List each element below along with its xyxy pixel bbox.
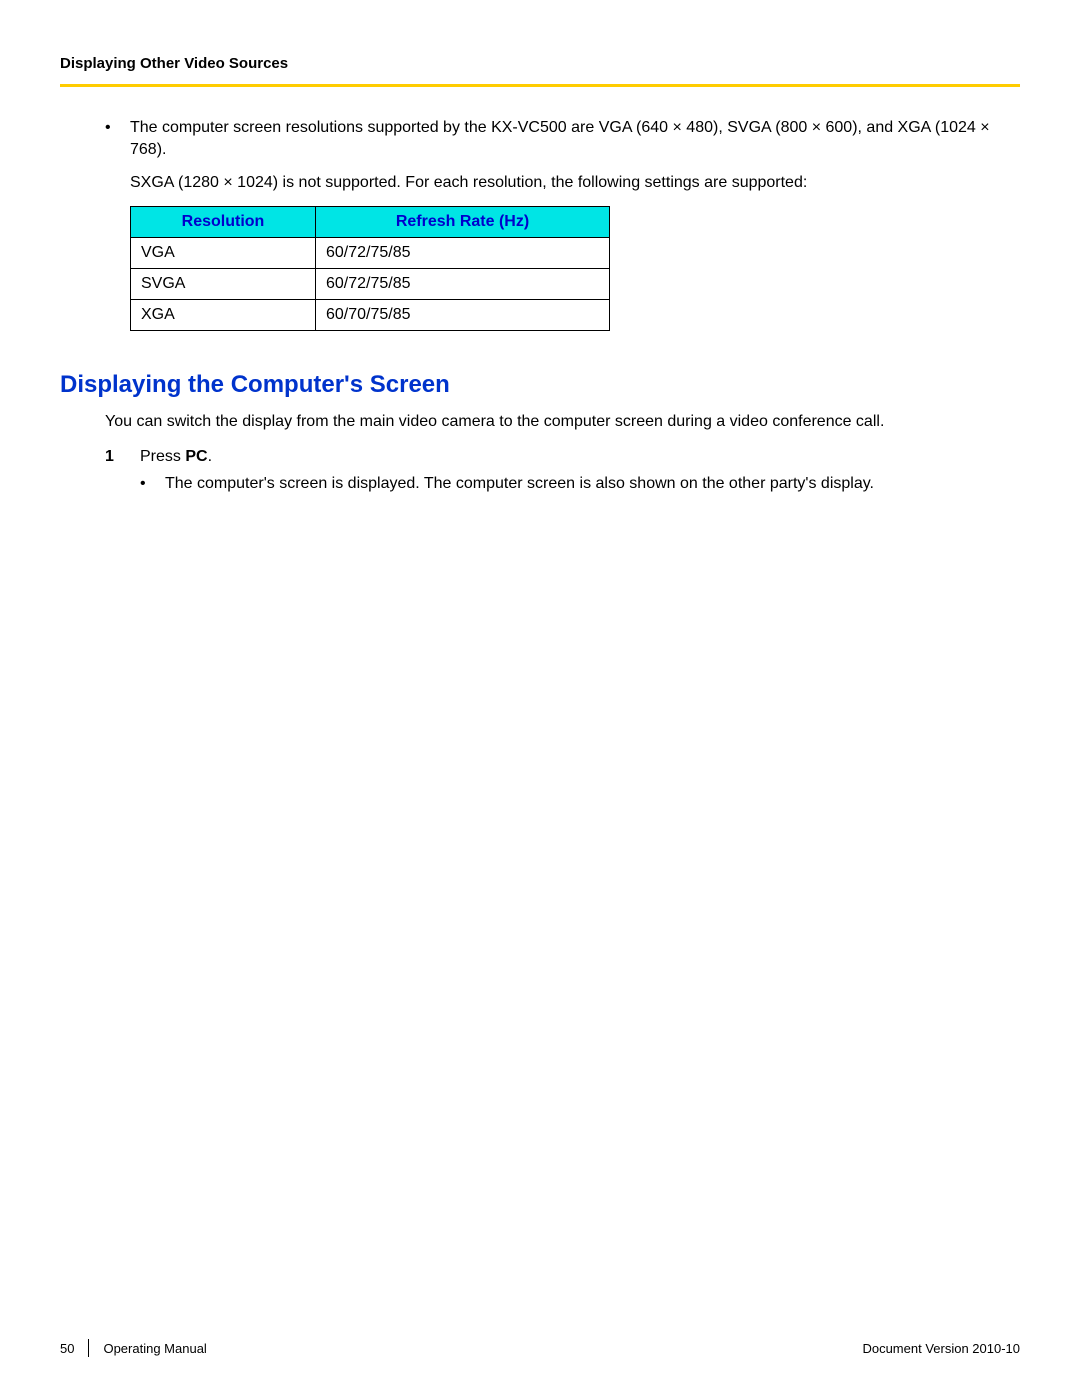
table-cell-resolution: SVGA [131, 268, 316, 299]
header-divider [60, 84, 1020, 87]
table-row: SVGA 60/72/75/85 [131, 268, 610, 299]
page-header-title: Displaying Other Video Sources [60, 55, 1020, 72]
footer-divider [88, 1339, 89, 1357]
table-cell-resolution: VGA [131, 237, 316, 268]
resolution-table: Resolution Refresh Rate (Hz) VGA 60/72/7… [130, 206, 610, 331]
intro-bullet-line2: SXGA (1280 × 1024) is not supported. For… [60, 172, 1020, 194]
footer-page-number: 50 [60, 1341, 88, 1356]
section-intro: You can switch the display from the main… [60, 411, 1020, 433]
table-cell-refresh: 60/70/75/85 [316, 299, 610, 330]
step-number: 1 [105, 446, 140, 495]
table-cell-refresh: 60/72/75/85 [316, 268, 610, 299]
step-prefix: Press [140, 448, 185, 465]
table-header-refresh: Refresh Rate (Hz) [316, 206, 610, 237]
intro-bullet-line1: The computer screen resolutions supporte… [130, 117, 1020, 160]
step-body: Press PC. • The computer's screen is dis… [140, 446, 1020, 495]
table-cell-refresh: 60/72/75/85 [316, 237, 610, 268]
step-bold: PC [185, 448, 207, 465]
bullet-marker: • [140, 473, 165, 495]
step-suffix: . [208, 448, 212, 465]
footer-title: Operating Manual [103, 1341, 862, 1356]
bullet-marker: • [105, 117, 130, 160]
table-header-row: Resolution Refresh Rate (Hz) [131, 206, 610, 237]
resolution-table-wrap: Resolution Refresh Rate (Hz) VGA 60/72/7… [60, 206, 1020, 331]
intro-bullet-section: • The computer screen resolutions suppor… [60, 117, 1020, 160]
table-row: VGA 60/72/75/85 [131, 237, 610, 268]
step-sub-bullet-text: The computer's screen is displayed. The … [165, 473, 874, 495]
footer-version: Document Version 2010-10 [862, 1341, 1020, 1356]
section-heading: Displaying the Computer's Screen [60, 371, 1020, 399]
table-row: XGA 60/70/75/85 [131, 299, 610, 330]
table-cell-resolution: XGA [131, 299, 316, 330]
step-sub-bullet: • The computer's screen is displayed. Th… [140, 473, 1020, 495]
step-row: 1 Press PC. • The computer's screen is d… [60, 446, 1020, 495]
table-header-resolution: Resolution [131, 206, 316, 237]
page-footer: 50 Operating Manual Document Version 201… [60, 1339, 1020, 1357]
